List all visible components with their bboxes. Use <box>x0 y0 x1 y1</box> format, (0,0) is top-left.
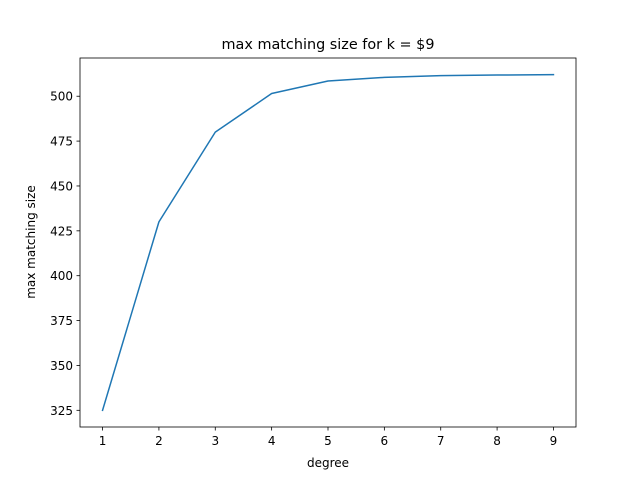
x-tick-label: 4 <box>268 434 276 448</box>
x-axis-label: degree <box>307 456 349 470</box>
y-tick-label: 450 <box>50 179 73 193</box>
chart-title: max matching size for k = $9 <box>222 37 435 53</box>
x-tick-label: 5 <box>324 434 332 448</box>
y-tick-label: 375 <box>50 314 73 328</box>
x-tick-label: 7 <box>437 434 445 448</box>
y-tick-label: 350 <box>50 359 73 373</box>
y-tick-label: 475 <box>50 135 73 149</box>
y-tick-label: 325 <box>50 404 73 418</box>
series-line-0 <box>101 73 555 412</box>
x-tick-label: 3 <box>211 434 219 448</box>
x-tick-label: 8 <box>493 434 501 448</box>
y-axis-label: max matching size <box>24 185 38 299</box>
x-tick-label: 2 <box>155 434 163 448</box>
x-tick-label: 1 <box>99 434 107 448</box>
x-tick-label: 6 <box>381 434 389 448</box>
y-tick-label: 400 <box>50 269 73 283</box>
x-tick-label: 9 <box>550 434 558 448</box>
y-tick-label: 425 <box>50 224 73 238</box>
y-tick-label: 500 <box>50 90 73 104</box>
axis-ticks: 1 2 3 4 5 6 7 8 9 325 350 375 400 425 450 475 500 <box>50 90 557 448</box>
